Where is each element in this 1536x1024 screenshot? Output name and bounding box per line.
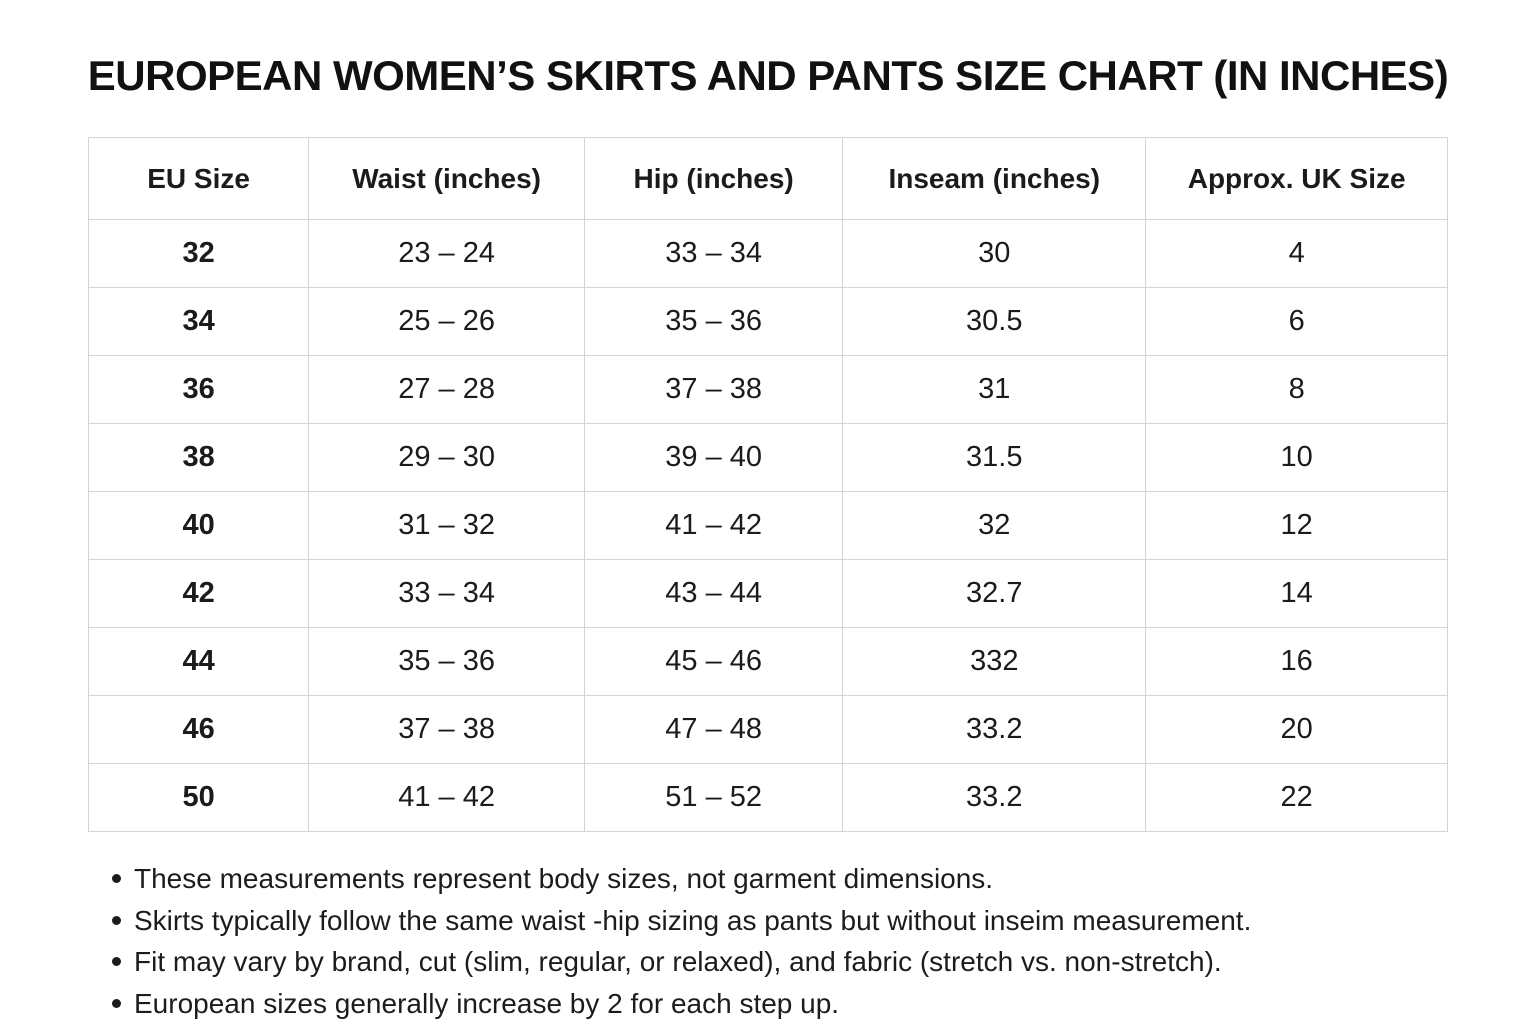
footnote-item: European sizes generally increase by 2 f… [112, 983, 1536, 1024]
table-cell: 47 – 48 [584, 695, 844, 764]
column-header: Waist (inches) [308, 137, 586, 220]
eu-size-cell: 36 [87, 355, 310, 424]
table-cell: 51 – 52 [584, 763, 844, 832]
table-cell: 8 [1145, 355, 1448, 424]
table-cell: 37 – 38 [308, 695, 586, 764]
size-chart-table: EU Size Waist (inches) Hip (inches) Inseam … [87, 137, 1448, 832]
eu-size-cell: 40 [87, 491, 310, 560]
table-cell: 45 – 46 [584, 627, 844, 696]
eu-size-cell: 34 [87, 287, 310, 356]
table-cell: 31 – 32 [308, 491, 586, 560]
eu-size-cell: 32 [87, 219, 310, 288]
table-cell: 4 [1145, 219, 1448, 288]
table-cell: 31 [842, 355, 1147, 424]
footnote-item: Fit may vary by brand, cut (slim, regula… [112, 941, 1536, 983]
eu-size-cell: 38 [87, 423, 310, 492]
table-cell: 30 [842, 219, 1147, 288]
table-cell: 39 – 40 [584, 423, 844, 492]
table-row: 44 35 – 36 45 – 46 332 16 [87, 627, 1448, 696]
table-cell: 37 – 38 [584, 355, 844, 424]
table-cell: 32.7 [842, 559, 1147, 628]
eu-size-cell: 44 [87, 627, 310, 696]
table-row: 40 31 – 32 41 – 42 32 12 [87, 491, 1448, 560]
table-cell: 332 [842, 627, 1147, 696]
column-header: Inseam (inches) [842, 137, 1147, 220]
table-cell: 43 – 44 [584, 559, 844, 628]
table-row: 50 41 – 42 51 – 52 33.2 22 [87, 763, 1448, 832]
footnote-item: These measurements represent body sizes,… [112, 858, 1536, 900]
table-cell: 41 – 42 [308, 763, 586, 832]
table-cell: 6 [1145, 287, 1448, 356]
column-header: EU Size [87, 137, 310, 220]
table-cell: 33 – 34 [308, 559, 586, 628]
page-title: EUROPEAN WOMEN’S SKIRTS AND PANTS SIZE C… [87, 52, 1449, 99]
table-cell: 30.5 [842, 287, 1147, 356]
table-cell: 33.2 [842, 763, 1147, 832]
footnote-item: Skirts typically follow the same waist -… [112, 900, 1536, 942]
table-cell: 23 – 24 [308, 219, 586, 288]
table-cell: 29 – 30 [308, 423, 586, 492]
table-cell: 25 – 26 [308, 287, 586, 356]
footnotes-list: These measurements represent body sizes,… [0, 858, 1536, 1024]
table-cell: 41 – 42 [584, 491, 844, 560]
table-cell: 32 [842, 491, 1147, 560]
table-row: 32 23 – 24 33 – 34 30 4 [87, 219, 1448, 288]
table-cell: 27 – 28 [308, 355, 586, 424]
table-row: 38 29 – 30 39 – 40 31.5 10 [87, 423, 1448, 492]
table-row: 34 25 – 26 35 – 36 30.5 6 [87, 287, 1448, 356]
table-cell: 31.5 [842, 423, 1147, 492]
table-row: 36 27 – 28 37 – 38 31 8 [87, 355, 1448, 424]
column-header: Approx. UK Size [1145, 137, 1448, 220]
column-header: Hip (inches) [584, 137, 844, 220]
table-cell: 12 [1145, 491, 1448, 560]
table-cell: 35 – 36 [308, 627, 586, 696]
table-cell: 20 [1145, 695, 1448, 764]
table-cell: 33 – 34 [584, 219, 844, 288]
table-cell: 16 [1145, 627, 1448, 696]
table-row: 46 37 – 38 47 – 48 33.2 20 [87, 695, 1448, 764]
table-cell: 14 [1145, 559, 1448, 628]
table-header-row: EU Size Waist (inches) Hip (inches) Inseam … [87, 137, 1448, 220]
eu-size-cell: 46 [87, 695, 310, 764]
table-row: 42 33 – 34 43 – 44 32.7 14 [87, 559, 1448, 628]
table-cell: 35 – 36 [584, 287, 844, 356]
table-cell: 33.2 [842, 695, 1147, 764]
table-cell: 10 [1145, 423, 1448, 492]
eu-size-cell: 50 [87, 763, 310, 832]
eu-size-cell: 42 [87, 559, 310, 628]
table-cell: 22 [1145, 763, 1448, 832]
